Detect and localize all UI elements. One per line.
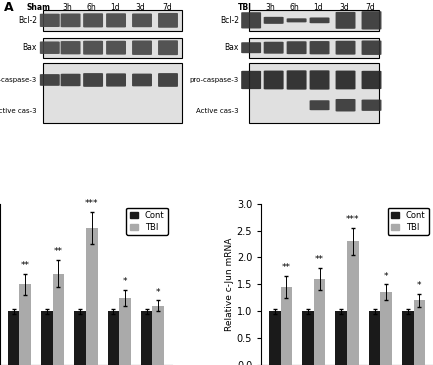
Text: 7d: 7d bbox=[162, 3, 171, 12]
FancyBboxPatch shape bbox=[249, 38, 379, 58]
FancyBboxPatch shape bbox=[362, 100, 381, 111]
Text: ***: *** bbox=[346, 215, 360, 224]
Text: 1d: 1d bbox=[313, 3, 323, 12]
Bar bbox=[336, 311, 347, 365]
Text: Bax: Bax bbox=[225, 43, 239, 52]
Text: Sham: Sham bbox=[27, 3, 51, 12]
Bar bbox=[152, 306, 164, 365]
Text: *: * bbox=[384, 272, 388, 281]
Bar bbox=[269, 311, 281, 365]
Bar bbox=[141, 311, 152, 365]
FancyBboxPatch shape bbox=[61, 14, 81, 27]
FancyBboxPatch shape bbox=[249, 63, 379, 123]
FancyBboxPatch shape bbox=[310, 70, 330, 90]
Text: 7d: 7d bbox=[365, 3, 375, 12]
FancyBboxPatch shape bbox=[40, 42, 60, 54]
Y-axis label: Relative c-Jun mRNA: Relative c-Jun mRNA bbox=[225, 238, 234, 331]
Text: Active cas-3: Active cas-3 bbox=[197, 108, 239, 114]
FancyBboxPatch shape bbox=[362, 11, 381, 30]
Text: A: A bbox=[4, 1, 14, 14]
Text: Bcl-2: Bcl-2 bbox=[18, 16, 37, 25]
Bar bbox=[380, 292, 392, 365]
Bar bbox=[74, 311, 86, 365]
Text: *: * bbox=[417, 281, 422, 290]
FancyBboxPatch shape bbox=[61, 74, 81, 86]
Bar bbox=[302, 311, 314, 365]
FancyBboxPatch shape bbox=[310, 18, 330, 23]
Bar bbox=[414, 300, 425, 365]
Text: Bax: Bax bbox=[23, 43, 37, 52]
Text: 3h: 3h bbox=[266, 3, 275, 12]
FancyBboxPatch shape bbox=[264, 42, 284, 54]
FancyBboxPatch shape bbox=[287, 41, 307, 54]
Bar bbox=[41, 311, 53, 365]
FancyBboxPatch shape bbox=[241, 42, 261, 53]
FancyBboxPatch shape bbox=[241, 71, 261, 89]
Legend: Cont, TBI: Cont, TBI bbox=[126, 208, 168, 235]
Legend: Cont, TBI: Cont, TBI bbox=[388, 208, 429, 235]
Bar bbox=[368, 311, 380, 365]
Bar bbox=[281, 287, 292, 365]
Text: 3d: 3d bbox=[136, 3, 145, 12]
FancyBboxPatch shape bbox=[310, 41, 330, 54]
FancyBboxPatch shape bbox=[158, 40, 178, 55]
Text: **: ** bbox=[54, 247, 63, 256]
Text: 6h: 6h bbox=[290, 3, 299, 12]
FancyBboxPatch shape bbox=[83, 41, 103, 55]
FancyBboxPatch shape bbox=[83, 73, 103, 87]
Text: **: ** bbox=[315, 255, 324, 264]
FancyBboxPatch shape bbox=[362, 71, 381, 89]
Bar bbox=[86, 228, 97, 365]
FancyBboxPatch shape bbox=[40, 14, 60, 27]
FancyBboxPatch shape bbox=[336, 12, 355, 29]
FancyBboxPatch shape bbox=[61, 41, 81, 54]
FancyBboxPatch shape bbox=[132, 14, 152, 27]
FancyBboxPatch shape bbox=[106, 41, 126, 55]
Text: TBI: TBI bbox=[238, 3, 252, 12]
FancyBboxPatch shape bbox=[106, 13, 126, 27]
FancyBboxPatch shape bbox=[83, 13, 103, 27]
Bar bbox=[347, 241, 359, 365]
FancyBboxPatch shape bbox=[43, 38, 182, 58]
FancyBboxPatch shape bbox=[310, 100, 330, 110]
FancyBboxPatch shape bbox=[43, 63, 182, 123]
FancyBboxPatch shape bbox=[336, 41, 355, 55]
FancyBboxPatch shape bbox=[287, 70, 307, 90]
Text: 3h: 3h bbox=[62, 3, 72, 12]
Bar bbox=[402, 311, 414, 365]
FancyBboxPatch shape bbox=[264, 70, 284, 89]
Text: **: ** bbox=[282, 264, 291, 273]
FancyBboxPatch shape bbox=[158, 13, 178, 28]
Bar bbox=[19, 284, 31, 365]
FancyBboxPatch shape bbox=[43, 10, 182, 31]
FancyBboxPatch shape bbox=[264, 17, 284, 24]
Text: pro-caspase-3: pro-caspase-3 bbox=[0, 77, 37, 83]
Text: pro-caspase-3: pro-caspase-3 bbox=[190, 77, 239, 83]
FancyBboxPatch shape bbox=[132, 74, 152, 87]
FancyBboxPatch shape bbox=[158, 73, 178, 87]
Text: 6h: 6h bbox=[86, 3, 96, 12]
Bar bbox=[53, 274, 65, 365]
FancyBboxPatch shape bbox=[287, 18, 307, 22]
FancyBboxPatch shape bbox=[132, 41, 152, 55]
FancyBboxPatch shape bbox=[336, 70, 355, 89]
Text: *: * bbox=[123, 277, 127, 286]
Bar bbox=[8, 311, 19, 365]
FancyBboxPatch shape bbox=[249, 10, 379, 31]
Bar bbox=[314, 279, 326, 365]
Bar bbox=[119, 298, 131, 365]
FancyBboxPatch shape bbox=[362, 41, 381, 55]
FancyBboxPatch shape bbox=[336, 99, 355, 111]
FancyBboxPatch shape bbox=[40, 74, 60, 86]
Text: Bcl-2: Bcl-2 bbox=[220, 16, 239, 25]
FancyBboxPatch shape bbox=[106, 73, 126, 87]
Text: ***: *** bbox=[85, 199, 98, 208]
Bar bbox=[107, 311, 119, 365]
Text: **: ** bbox=[21, 261, 30, 270]
Text: 3d: 3d bbox=[339, 3, 349, 12]
Text: Active cas-3: Active cas-3 bbox=[0, 108, 37, 114]
FancyBboxPatch shape bbox=[241, 12, 261, 28]
Text: 1d: 1d bbox=[110, 3, 120, 12]
Text: *: * bbox=[156, 288, 161, 297]
